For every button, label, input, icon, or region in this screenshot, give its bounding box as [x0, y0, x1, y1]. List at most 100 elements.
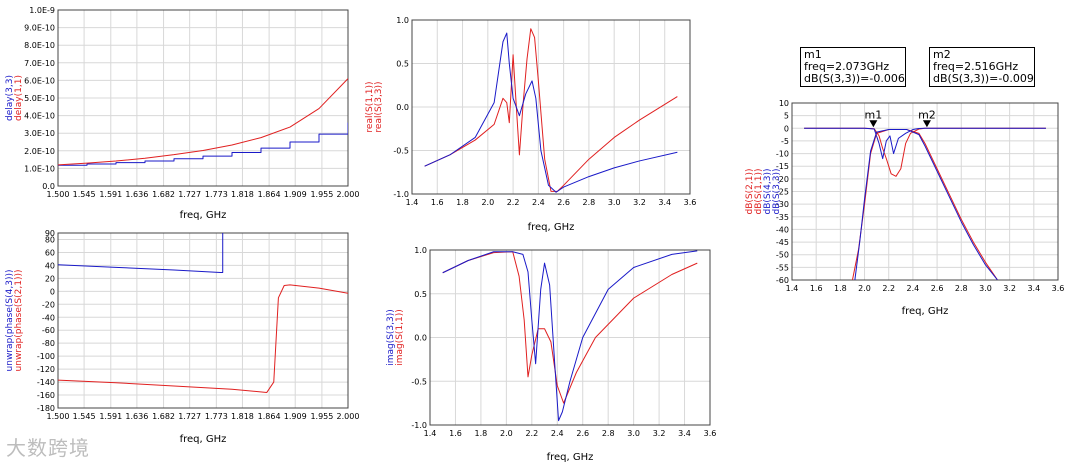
unwrap-ytick-label: 0	[50, 287, 55, 296]
unwrap-ytick-label: 20	[45, 274, 55, 283]
real-series-real-s-1-1-	[424, 28, 678, 192]
real-y-axis-label: real(S(1,1))	[365, 81, 375, 132]
unwrap-xtick-label: 1.864	[258, 412, 281, 421]
db-xtick-label: 3.4	[1027, 284, 1040, 293]
delay-xtick-label: 1.500	[47, 190, 70, 199]
delay-xtick-label: 1.864	[258, 190, 281, 199]
db-ytick-label: -60	[776, 276, 789, 285]
real-xtick-label: 3.6	[684, 198, 697, 207]
db-xtick-label: 3.6	[1052, 284, 1065, 293]
db-y-axis-label: dB(S(3,3))	[772, 169, 782, 215]
db-xtick-label: 1.6	[810, 284, 823, 293]
delay-ytick-label: 1.0E-9	[29, 6, 55, 15]
imag-xtick-label: 2.6	[576, 429, 589, 438]
unwrap-y-axis-label: unwrap(phase(S(2,1)))	[14, 270, 24, 372]
db-ytick-label: -15	[776, 162, 789, 171]
delay-xtick-label: 2.000	[337, 190, 360, 199]
unwrap-xtick-label: 1.773	[205, 412, 228, 421]
unwrap-ytick-label: -120	[37, 365, 55, 374]
watermark-logo: 大数跨境	[6, 432, 90, 461]
delay-xtick-label: 1.818	[231, 190, 254, 199]
db-ytick-label: 0	[784, 124, 789, 133]
real-x-axis-label: freq, GHz	[528, 222, 575, 233]
db-series-db-s-3-3-	[804, 127, 1046, 160]
unwrap-ytick-label: -20	[42, 300, 55, 309]
delay-y-axis-label: delay(3,3)	[5, 75, 15, 121]
unwrap-series-unwrap-phase-s-4-3-	[58, 233, 224, 274]
unwrap-xtick-label: 1.818	[231, 412, 254, 421]
delay-xtick-label: 1.545	[73, 190, 96, 199]
unwrap-xtick-label: 1.545	[73, 412, 96, 421]
db-ytick-label: 5	[784, 112, 789, 121]
imag-xtick-label: 1.6	[449, 429, 462, 438]
real-ytick-label: 0.5	[396, 60, 409, 69]
unwrap-ytick-label: 80	[45, 235, 55, 244]
unwrap-xtick-label: 1.955	[310, 412, 333, 421]
unwrap-xtick-label: 1.591	[99, 412, 122, 421]
db-xtick-label: 3.0	[979, 284, 992, 293]
imag-xtick-label: 2.2	[525, 429, 538, 438]
real-series-real-s-3-3-	[424, 32, 678, 193]
unwrap-ytick-label: -160	[37, 391, 55, 400]
imag-xtick-label: 2.4	[551, 429, 564, 438]
imag-chart: 1.4 1.6 1.8 2.0 2.2 2.4 2.6 2.8 3.0 3.2 3.4 3.6 -1.0…	[386, 246, 716, 463]
marker-m1-readout: m1 freq=2.073GHz dB(S(3,3))=-0.006	[800, 47, 906, 87]
imag-x-axis-label: freq, GHz	[547, 452, 594, 463]
delay-ytick-label: 6.0E-10	[24, 76, 55, 85]
marker-m2-readout: m2 freq=2.516GHz dB(S(3,3))=-0.009	[929, 47, 1035, 87]
imag-ytick-label: 0.5	[414, 290, 427, 299]
db-xtick-label: 2.0	[858, 284, 871, 293]
delay-xtick-label: 1.636	[125, 190, 148, 199]
delay-xtick-label: 1.909	[284, 190, 307, 199]
delay-ytick-label: 3.0E-10	[24, 129, 55, 138]
db-chart: 1.4 1.6 1.8 2.0 2.2 2.4 2.6 2.8 3.0 3.2 3.4 3.6 -60 -…	[745, 99, 1064, 317]
unwrap-ytick-label: -180	[37, 404, 55, 413]
real-xtick-label: 3.0	[608, 198, 621, 207]
imag-xtick-label: 1.4	[424, 429, 437, 438]
real-xtick-label: 2.0	[481, 198, 494, 207]
real-xtick-label: 1.4	[406, 198, 419, 207]
delay-chart: 1.500 1.545 1.591 1.636 1.682 1.727 1.773 1.818…	[5, 6, 359, 221]
unwrap-xtick-label: 1.909	[284, 412, 307, 421]
delay-ytick-label: 2.0E-10	[24, 147, 55, 156]
marker-m2-label: m2	[918, 108, 936, 121]
db-ytick-label: -20	[776, 175, 789, 184]
real-xtick-label: 3.4	[658, 198, 671, 207]
real-ytick-label: -0.5	[393, 147, 409, 156]
unwrap-ytick-label: -40	[42, 313, 55, 322]
delay-ytick-label: 8.0E-10	[24, 41, 55, 50]
delay-ytick-label: 9.0E-10	[24, 24, 55, 33]
unwrap-series-unwrap-phase-s-2-1-	[58, 284, 348, 393]
unwrap-ytick-label: -80	[42, 339, 55, 348]
real-ytick-label: 0.0	[396, 103, 409, 112]
real-xtick-label: 2.2	[507, 198, 520, 207]
unwrap-plot-frame	[57, 232, 349, 409]
db-xtick-label: 1.8	[834, 284, 847, 293]
db-xtick-label: 1.4	[786, 284, 799, 293]
delay-ytick-label: 4.0E-10	[24, 112, 55, 121]
delay-xtick-label: 1.773	[205, 190, 228, 199]
delay-series-delay-1-1-	[58, 78, 348, 166]
db-ytick-label: -5	[781, 137, 789, 146]
imag-xtick-label: 2.0	[500, 429, 513, 438]
unwrap-xtick-label: 1.500	[47, 412, 70, 421]
unwrap-ytick-label: 60	[45, 248, 55, 257]
db-ytick-label: -35	[776, 213, 789, 222]
db-ytick-label: -25	[776, 188, 789, 197]
real-xtick-label: 1.8	[456, 198, 469, 207]
delay-series-delay-3-3-	[58, 122, 348, 166]
db-xtick-label: 2.2	[882, 284, 895, 293]
db-y-axis-label: dB(S(1,1))	[754, 169, 764, 215]
unwrap-x-axis-label: freq, GHz	[180, 434, 227, 445]
marker-m1-freq: freq=2.073GHz	[804, 60, 890, 73]
imag-ytick-label: 0.0	[414, 334, 427, 343]
imag-plot-frame	[429, 249, 711, 426]
real-plot-frame	[411, 19, 691, 195]
marker-m1-name: m1	[804, 48, 822, 61]
unwrap-ytick-label: 90	[45, 229, 55, 238]
unwrap-xtick-label: 1.727	[178, 412, 201, 421]
db-ytick-label: -40	[776, 225, 789, 234]
real-ytick-label: -1.0	[393, 190, 409, 199]
